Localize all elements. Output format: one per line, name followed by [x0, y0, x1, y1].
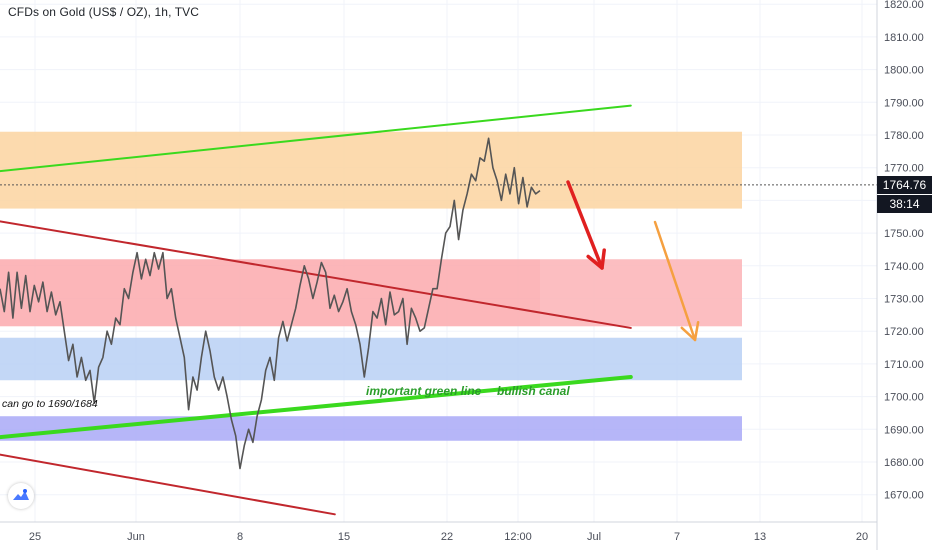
blue-zone [0, 337, 742, 381]
y-tick-label: 1800.00 [884, 65, 924, 77]
last-price-label: 1764.76 [877, 175, 932, 194]
red-down-arrow [566, 180, 604, 270]
y-tick-label: 1680.00 [884, 457, 924, 469]
orange-zone [0, 131, 742, 209]
orange-down-arrow-head [680, 321, 700, 342]
green-lower-channel-line [0, 374, 633, 440]
y-tick-label: 1720.00 [884, 326, 924, 338]
y-tick-label: 1690.00 [884, 424, 924, 436]
y-tick-label: 1780.00 [884, 130, 924, 142]
price-line [0, 137, 541, 470]
x-tick-label: 25 [29, 531, 41, 543]
red-resistance-line [0, 220, 632, 329]
bar-countdown-label: 38:14 [877, 194, 932, 213]
canal-note: bullish canal [497, 384, 570, 398]
x-tick-label: 12:00 [504, 531, 532, 543]
y-tick-label: 1790.00 [884, 97, 924, 109]
x-tick-label: 7 [674, 531, 680, 543]
red-down-arrow-head [586, 248, 606, 270]
y-tick-label: 1740.00 [884, 261, 924, 273]
y-tick-label: 1700.00 [884, 392, 924, 404]
tradingview-logo-icon[interactable] [8, 483, 34, 509]
y-tick-label: 1670.00 [884, 490, 924, 502]
y-tick-label: 1730.00 [884, 294, 924, 306]
purple-zone [0, 416, 742, 441]
projection-arrows [566, 180, 700, 342]
x-tick-label: Jun [127, 531, 145, 543]
x-tick-label: 8 [237, 531, 243, 543]
green-line-note: important green line [366, 384, 482, 398]
x-tick-label: Jul [587, 531, 601, 543]
x-tick-label: 20 [856, 531, 868, 543]
target-note: can go to 1690/1684 [2, 398, 98, 410]
x-tick-label: 15 [338, 531, 350, 543]
y-tick-label: 1710.00 [884, 359, 924, 371]
price-series [0, 137, 877, 470]
chart-annotations: can go to 1690/1684 important green line b… [2, 384, 570, 410]
x-tick-label: 22 [441, 531, 453, 543]
red-lower-line [0, 453, 336, 516]
chart-title: CFDs on Gold (US$ / OZ), 1h, TVC [8, 5, 200, 19]
green-upper-channel-line [0, 104, 632, 173]
trend-lines [0, 104, 633, 516]
x-tick-label: 13 [754, 531, 766, 543]
y-tick-label: 1770.00 [884, 163, 924, 175]
y-tick-label: 1820.00 [884, 0, 924, 11]
red-zone-extension [540, 259, 742, 327]
y-tick-label: 1810.00 [884, 32, 924, 44]
orange-down-arrow [653, 220, 697, 342]
y-tick-label: 1750.00 [884, 228, 924, 240]
